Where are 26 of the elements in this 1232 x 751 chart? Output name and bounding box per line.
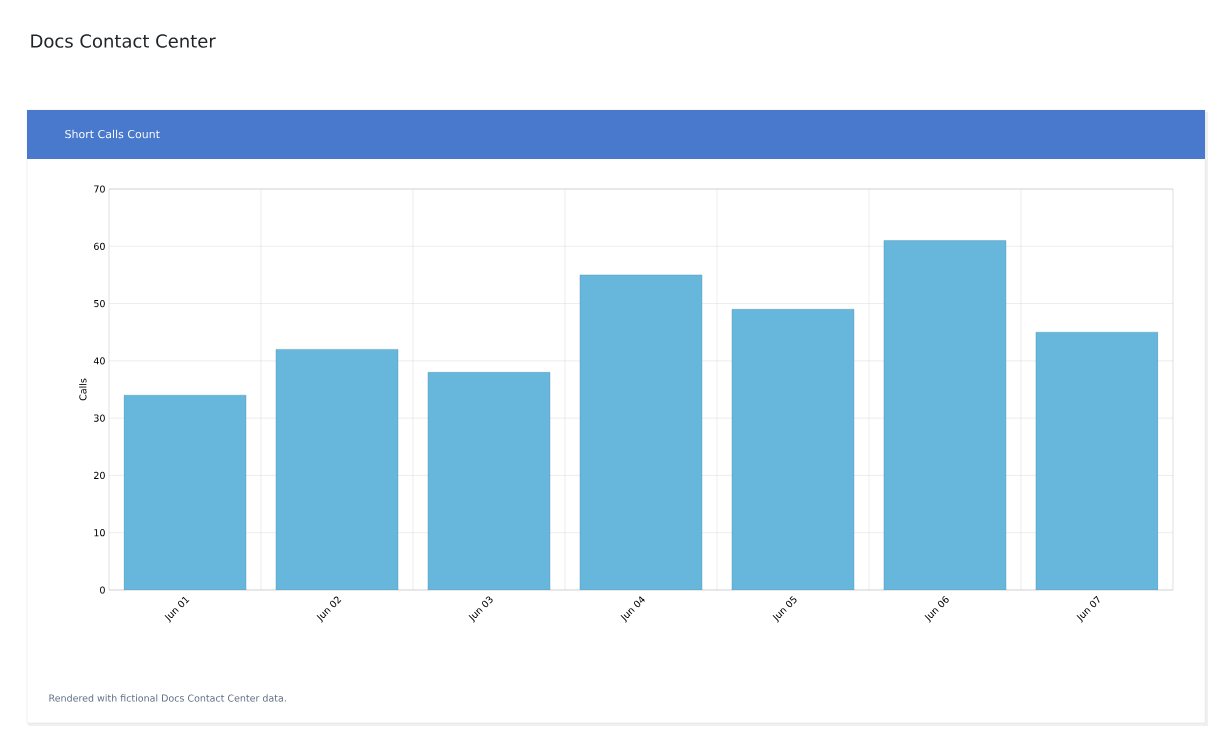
bar bbox=[579, 274, 703, 590]
y-tick-label: 20 bbox=[94, 471, 105, 480]
x-tick-label: Jun 03 bbox=[468, 596, 493, 623]
y-axis-title: Calls bbox=[79, 378, 87, 401]
y-tick-label: 60 bbox=[94, 242, 105, 250]
y-tick-label: 10 bbox=[94, 529, 105, 537]
text: Rendered with fictional Docs Contact Center data. bbox=[49, 694, 286, 702]
y-tick-label: 70 bbox=[94, 185, 105, 193]
x-tick-label: Jun 06 bbox=[924, 595, 949, 623]
chart-title: Docs Contact Center bbox=[31, 34, 216, 48]
x-tick-label: Jun 05 bbox=[772, 596, 797, 623]
x-tick-label: Jun 02 bbox=[316, 596, 342, 623]
bar bbox=[427, 372, 551, 590]
y-tick-label: 30 bbox=[94, 414, 105, 422]
chart-subtitle: Short Calls Count bbox=[65, 129, 160, 139]
x-tick-label: Jun 01 bbox=[164, 596, 190, 623]
y-tick-label: 40 bbox=[93, 357, 105, 365]
x-tick-label: Jun 07 bbox=[1076, 595, 1100, 623]
x-tick-label: Jun 04 bbox=[620, 596, 645, 623]
bar bbox=[123, 395, 247, 590]
y-tick-label: 0 bbox=[100, 586, 105, 594]
bar bbox=[1035, 332, 1159, 590]
y-tick-label: 50 bbox=[94, 299, 105, 308]
bar bbox=[731, 309, 855, 590]
bar bbox=[275, 349, 399, 590]
bar bbox=[883, 240, 1007, 590]
